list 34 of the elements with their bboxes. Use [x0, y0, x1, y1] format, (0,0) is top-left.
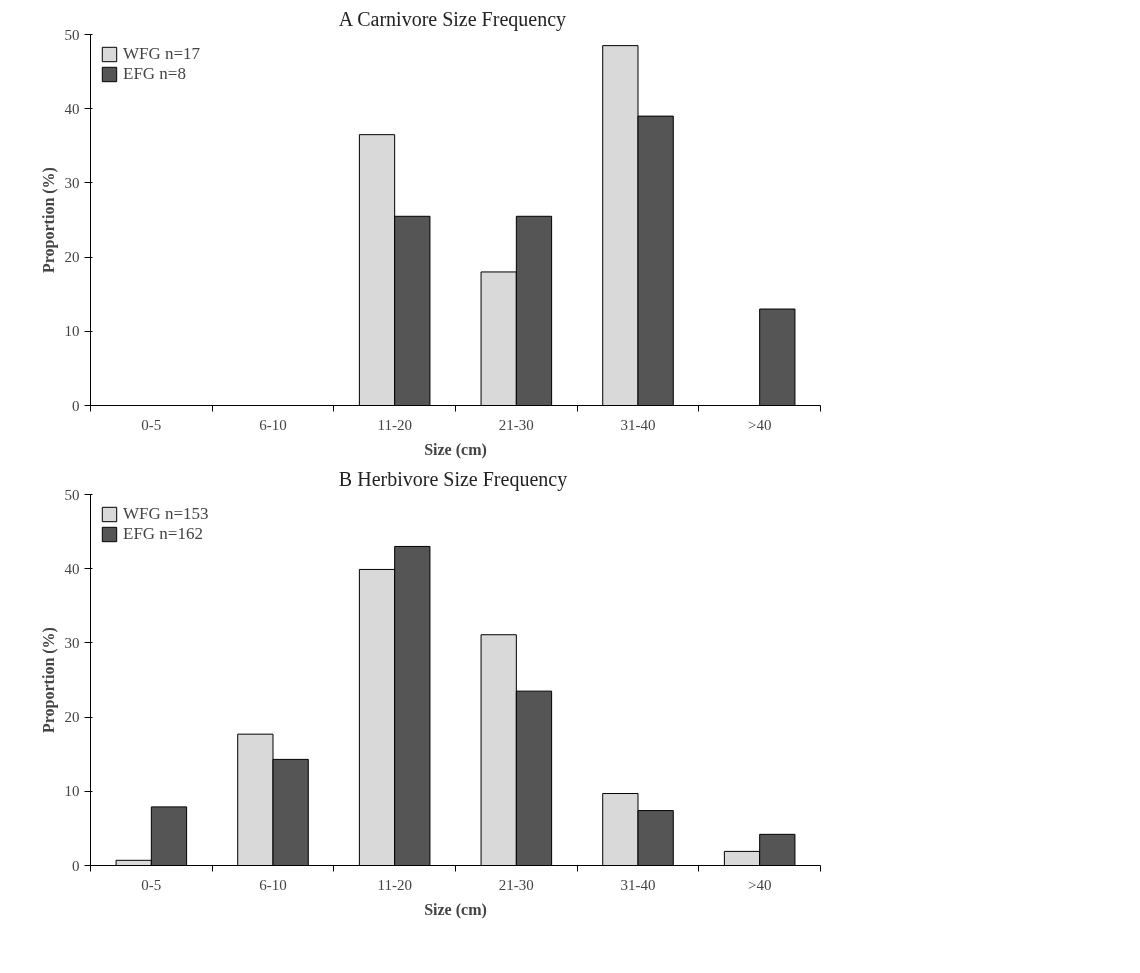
y-axis-title: Proportion (%)	[39, 167, 58, 273]
x-tick-label: 31-40	[620, 416, 656, 433]
y-tick-label: 0	[72, 397, 80, 414]
y-tick-label: 50	[64, 486, 80, 503]
y-tick-label: 20	[64, 249, 80, 266]
x-tick-label: 21-30	[498, 416, 534, 433]
x-axis-title: Size (cm)	[424, 900, 487, 919]
y-tick-label: 50	[64, 26, 80, 43]
chart-title: B Herbivore Size Frequency	[338, 467, 568, 491]
x-tick-label: 6-10	[259, 876, 287, 893]
y-tick-label: 10	[64, 783, 80, 800]
legend-label: WFG n=17	[123, 44, 201, 64]
x-tick-label: 11-20	[377, 876, 412, 893]
y-tick-label: 40	[64, 560, 80, 577]
chart-title: A Carnivore Size Frequency	[338, 7, 567, 31]
y-tick-label: 30	[64, 174, 80, 191]
legend-label: EFG n=162	[123, 524, 203, 544]
x-tick-label: >40	[747, 876, 772, 893]
y-tick-label: 0	[72, 857, 80, 874]
y-axis-title: Proportion (%)	[39, 627, 58, 733]
legend-label: WFG n=153	[123, 504, 209, 524]
x-tick-label: 0-5	[141, 876, 162, 893]
x-tick-label: 21-30	[498, 876, 534, 893]
y-tick-label: 20	[64, 709, 80, 726]
legend-label: EFG n=8	[123, 64, 186, 84]
x-tick-label: 0-5	[141, 416, 162, 433]
x-tick-label: 31-40	[620, 876, 656, 893]
y-tick-label: 40	[64, 100, 80, 117]
y-tick-label: 10	[64, 323, 80, 340]
x-axis-title: Size (cm)	[424, 440, 487, 459]
y-tick-label: 30	[64, 634, 80, 651]
x-tick-label: 6-10	[259, 416, 287, 433]
x-tick-label: >40	[747, 416, 772, 433]
x-tick-label: 11-20	[377, 416, 412, 433]
